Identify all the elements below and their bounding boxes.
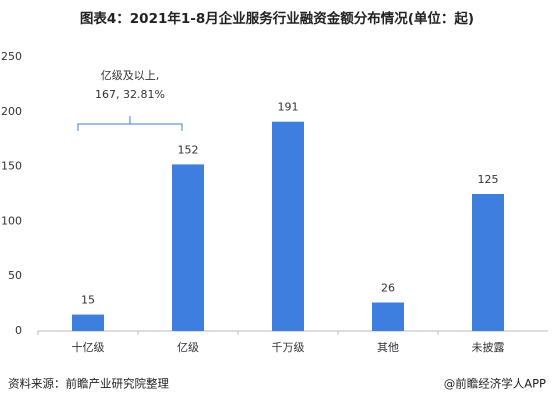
- value-label: 191: [278, 101, 299, 114]
- bracket: [77, 116, 183, 131]
- bar: [72, 314, 104, 331]
- value-label: 15: [81, 294, 95, 307]
- annotation: 167, 32.81%: [95, 88, 165, 101]
- credit: @前瞻经济学人APP: [444, 377, 546, 391]
- source: 资料来源：前瞻产业研究院整理: [8, 377, 169, 391]
- y-tick-label: 150: [1, 160, 22, 173]
- x-tick-label: 千万级: [272, 341, 305, 354]
- chart-title: 图表4：2021年1-8月企业服务行业融资金额分布情况(单位：起): [80, 10, 474, 27]
- annotation: 亿级及以上,: [101, 69, 160, 82]
- y-tick-label: 100: [1, 214, 22, 227]
- bar: [372, 302, 404, 331]
- y-tick-label: 200: [1, 105, 22, 118]
- x-tick-label: 十亿级: [72, 340, 105, 354]
- y-tick-label: 50: [8, 269, 22, 282]
- y-tick-label: 0: [15, 324, 22, 337]
- y-tick-label: 250: [1, 50, 22, 63]
- bar: [172, 164, 204, 331]
- x-tick-label: 未披露: [472, 340, 505, 354]
- value-label: 152: [178, 143, 199, 156]
- x-tick-label: 亿级: [177, 341, 199, 354]
- bar: [472, 194, 504, 331]
- bar: [272, 121, 304, 331]
- value-label: 26: [381, 282, 395, 295]
- x-tick-label: 其他: [377, 341, 399, 354]
- value-label: 125: [478, 173, 499, 186]
